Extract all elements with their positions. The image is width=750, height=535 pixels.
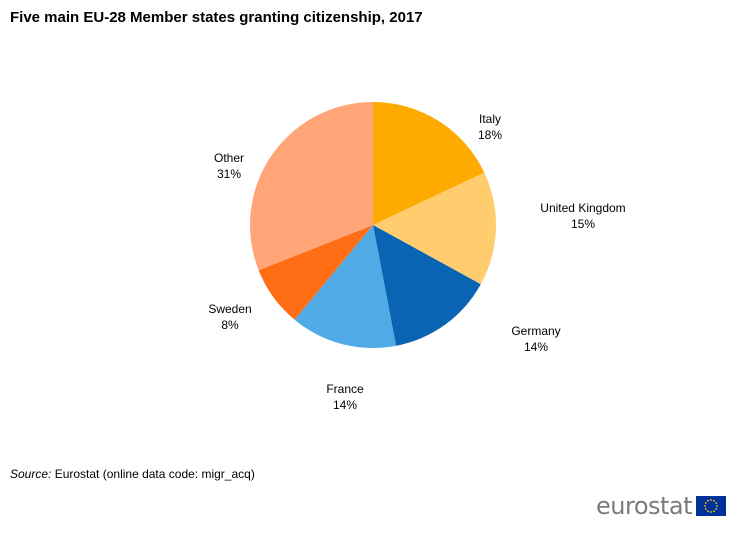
chart-title: Five main EU-28 Member states granting c… — [10, 9, 423, 26]
eu-flag-icon — [696, 496, 727, 516]
pie-slice-united-kingdom — [373, 172, 497, 285]
pie-slices — [250, 102, 497, 348]
source-label: Source: — [10, 467, 52, 481]
slice-name-label: Italy — [479, 112, 501, 126]
slice-value-label: 15% — [571, 217, 595, 231]
eu-star-icon — [704, 505, 706, 507]
eu-star-icon — [704, 502, 707, 504]
source-note: Source: Eurostat (online data code: migr… — [10, 467, 255, 481]
eu-star-icon — [715, 502, 718, 504]
eu-star-icon — [713, 510, 715, 513]
eu-star-icon — [713, 499, 715, 502]
slice-name-label: Other — [214, 151, 244, 165]
slice-value-label: 14% — [524, 340, 548, 354]
eu-star-icon — [710, 511, 712, 513]
eu-star-icon — [707, 499, 709, 502]
eurostat-logo: eurostat — [596, 492, 727, 520]
slice-value-label: 18% — [478, 128, 502, 142]
source-text: Eurostat (online data code: migr_acq) — [54, 467, 255, 481]
eu-star-icon — [707, 510, 709, 513]
slice-name-label: France — [326, 382, 364, 396]
pie-slice-france — [294, 225, 397, 348]
slice-name-label: United Kingdom — [540, 201, 625, 215]
pie-slice-other — [250, 102, 373, 271]
brand-wordmark: eurostat — [596, 492, 693, 520]
eu-star-icon — [716, 505, 718, 507]
slice-value-label: 31% — [217, 167, 241, 181]
slice-value-label: 8% — [221, 318, 239, 332]
slice-value-label: 14% — [333, 398, 357, 412]
pie-slice-germany — [373, 225, 481, 346]
slice-name-label: Sweden — [208, 302, 251, 316]
eu-star-icon — [704, 508, 707, 510]
pie-slice-sweden — [258, 225, 373, 320]
pie-slice-italy — [373, 102, 485, 225]
eu-star-icon — [710, 499, 712, 501]
eu-star-icon — [715, 508, 718, 510]
slice-name-label: Germany — [511, 324, 560, 338]
pie-labels: Italy 18% United Kingdom 15% Germany 14% Franc… — [208, 112, 625, 412]
